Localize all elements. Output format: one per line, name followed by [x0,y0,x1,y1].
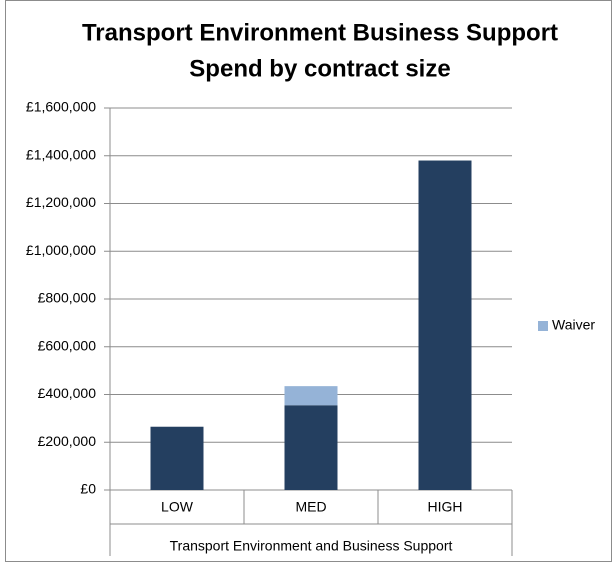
chart-title: Transport Environment Business Support [82,19,558,46]
bar [418,160,472,490]
bar [284,386,338,406]
x-tick-label: LOW [161,499,194,515]
y-tick-label: £1,400,000 [26,146,96,162]
y-tick-label: £600,000 [38,337,97,353]
bar [284,405,338,490]
x-tick-label: MED [295,499,326,515]
y-tick-label: £1,200,000 [26,194,96,210]
legend-swatch [538,321,548,331]
group-label: Transport Environment and Business Suppo… [170,538,453,554]
y-tick-label: £200,000 [38,433,97,449]
y-tick-label: £800,000 [38,290,97,306]
y-tick-label: £0 [80,481,96,497]
x-tick-label: HIGH [428,499,463,515]
y-tick-label: £1,000,000 [26,242,96,258]
legend-label: Waiver [552,317,595,333]
y-tick-label: £1,600,000 [26,99,96,115]
bar [150,426,204,490]
chart-subtitle: Spend by contract size [189,55,450,82]
y-tick-label: £400,000 [38,385,97,401]
